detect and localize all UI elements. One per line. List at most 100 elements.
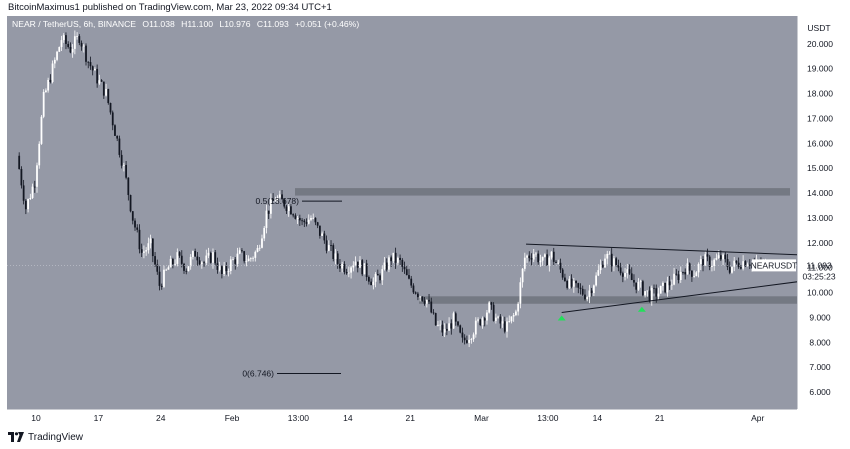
- candle-body: [214, 252, 217, 264]
- candle-body: [381, 269, 384, 281]
- candle-body: [499, 316, 502, 324]
- candle-body: [205, 255, 208, 263]
- chart-pane[interactable]: 0.5(13.678) 0(6.746) NEARUSDT NEAR / Tethe…: [7, 16, 797, 409]
- open-key: O: [142, 19, 150, 29]
- candle-body: [24, 200, 27, 210]
- candle-body: [428, 299, 430, 302]
- candle-body: [390, 257, 393, 262]
- candle-body: [374, 273, 377, 282]
- price-tick-label: 18.000: [807, 89, 833, 99]
- candle-body: [105, 89, 107, 96]
- candle-body: [628, 269, 631, 274]
- candle-body: [365, 263, 368, 278]
- time-axis[interactable]: 10 17 24 Feb 13:00 14 21 Mar 13:00 14 21 Apr: [7, 409, 797, 425]
- candle-body: [125, 164, 127, 178]
- price-tick-label: 14.000: [807, 188, 833, 198]
- price-tick-label: 19.000: [807, 64, 833, 74]
- candle-body: [321, 233, 324, 236]
- candle-body: [539, 260, 542, 263]
- candle-body: [87, 61, 90, 63]
- candle-body: [334, 253, 337, 259]
- candle-body: [174, 263, 177, 265]
- candle-body: [470, 339, 473, 340]
- candle-body: [245, 261, 248, 262]
- candle-body: [163, 269, 165, 287]
- candle-body: [307, 219, 310, 224]
- candle-body: [537, 253, 540, 263]
- candle-body: [345, 272, 348, 274]
- chart-canvas[interactable]: 0.5(13.678) 0(6.746) NEARUSDT: [7, 16, 797, 409]
- candle-body: [60, 40, 63, 48]
- candle-body: [127, 177, 130, 196]
- close-value: 11.093: [263, 19, 289, 29]
- candle-body: [699, 259, 702, 265]
- candle-body: [626, 269, 629, 273]
- time-tick-label: 14: [343, 413, 353, 423]
- time-tick-label: 13:00: [537, 413, 559, 423]
- candle-body: [154, 256, 156, 265]
- resistance-zone: [295, 188, 790, 196]
- candle-body: [608, 253, 611, 255]
- candle-body: [53, 59, 56, 64]
- candle-body: [120, 154, 123, 166]
- candle-body: [408, 275, 410, 279]
- candle-body: [165, 269, 168, 271]
- candle-body: [376, 273, 379, 276]
- candle-body: [138, 229, 141, 250]
- candle-body: [183, 263, 185, 271]
- candle-body: [122, 164, 125, 166]
- candle-body: [702, 259, 704, 266]
- candle-body: [697, 264, 700, 273]
- candle-body: [330, 245, 332, 246]
- price-tick-label: 9.000: [809, 312, 831, 322]
- candle-body: [744, 261, 747, 267]
- candle-body: [361, 260, 364, 275]
- candle-body: [225, 265, 228, 272]
- candle-body: [722, 254, 724, 260]
- candle-body: [662, 282, 664, 286]
- candle-body: [343, 263, 346, 273]
- candle-body: [111, 112, 114, 126]
- candle-body: [597, 270, 600, 276]
- candle-body: [445, 328, 448, 331]
- price-axis-canvas[interactable]: 20.000 19.000 18.000 17.000 16.000 15.000 14.0…: [798, 16, 841, 409]
- candle-body: [739, 267, 742, 269]
- candle-body: [528, 255, 531, 259]
- candle-body: [521, 268, 524, 283]
- time-tick-label: Apr: [751, 413, 764, 423]
- candle-body: [301, 220, 303, 222]
- candle-body: [526, 255, 528, 258]
- candle-body: [91, 66, 94, 71]
- triangle-upper-line: [526, 243, 797, 256]
- high-value: 11.100: [187, 19, 214, 29]
- candle-body: [746, 264, 749, 267]
- time-axis-canvas[interactable]: 10 17 24 Feb 13:00 14 21 Mar 13:00 14 21 Apr: [7, 410, 797, 426]
- candle-body: [425, 299, 428, 304]
- candle-body: [243, 251, 246, 262]
- support-marker: [637, 306, 646, 312]
- candle-body: [287, 206, 290, 211]
- candle-body: [171, 258, 174, 265]
- candle-body: [209, 252, 212, 263]
- candle-body: [196, 256, 199, 261]
- candle-body: [151, 238, 154, 257]
- candle-body: [419, 296, 422, 298]
- candle-body: [401, 259, 404, 267]
- price-tick-label: 17.000: [807, 113, 833, 123]
- candle-body: [523, 257, 526, 269]
- candle-body: [617, 265, 620, 268]
- time-tick-label: 14: [593, 413, 603, 423]
- price-axis[interactable]: 20.000 19.000 18.000 17.000 16.000 15.000 14.0…: [797, 16, 840, 409]
- candle-body: [457, 321, 459, 326]
- candle-body: [599, 264, 602, 271]
- candle-body: [695, 272, 698, 277]
- candle-body: [452, 313, 455, 329]
- candle-body: [403, 266, 406, 270]
- candle-body: [604, 258, 606, 268]
- candle-body: [535, 253, 537, 255]
- candle-body: [708, 256, 711, 267]
- time-tick-label: 24: [156, 413, 166, 423]
- candle-body: [67, 43, 70, 48]
- candle-body: [156, 264, 159, 272]
- candle-body: [352, 265, 355, 268]
